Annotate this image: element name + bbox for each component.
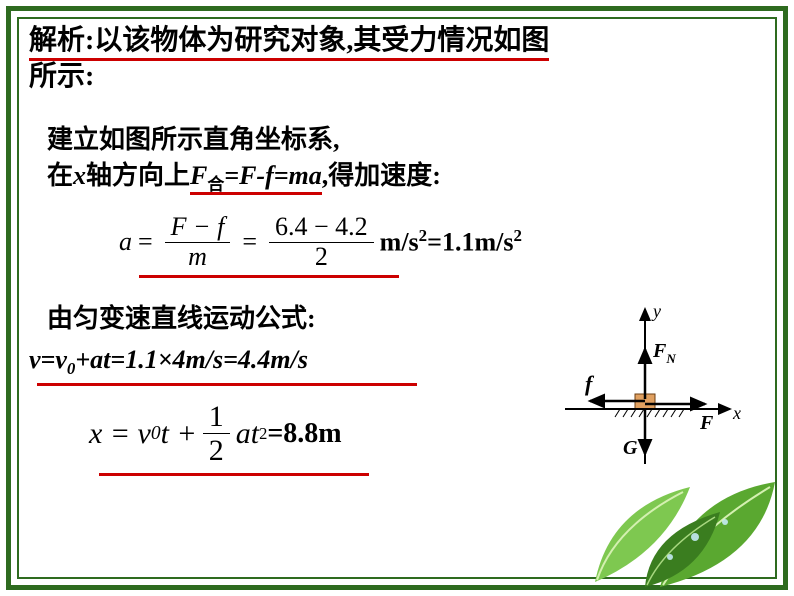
setup-text: 建立如图所示直角坐标系, 在x轴方向上F合=F-f=ma,得加速度:: [47, 122, 765, 197]
analysis-line1: 解析:以该物体为研究对象,其受力情况如图: [29, 25, 549, 61]
setup-rhs: =F-f=ma: [224, 161, 322, 190]
analysis-text: 解析:以该物体为研究对象,其受力情况如图 所示:: [29, 23, 765, 96]
setup-prefix: 在: [47, 161, 73, 190]
svg-text:F: F: [699, 412, 714, 434]
setup-line1: 建立如图所示直角坐标系,: [47, 125, 340, 154]
svg-text:x: x: [732, 403, 741, 423]
acc-frac1: F − f m: [165, 213, 231, 271]
setup-mid: 轴方向上: [86, 161, 190, 190]
svg-text:f: f: [585, 371, 595, 396]
setup-suffix: ,得加速度:: [322, 161, 441, 190]
svg-text:y: y: [651, 301, 661, 321]
svg-text:FN: FN: [652, 340, 676, 366]
analysis-line2: 所示:: [29, 61, 94, 92]
acceleration-equation: a = F − f m = 6.4 − 4.2 2 m/s2=1.1m/s2: [119, 213, 765, 271]
acc-frac2: 6.4 − 4.2 2: [269, 213, 374, 271]
acc-units: m/s2=1.1m/s2: [380, 226, 522, 258]
disp-result: =8.8m: [267, 418, 341, 450]
setup-F-sub: 合: [207, 175, 224, 194]
acc-underline: [139, 275, 399, 278]
acc-var: a: [119, 227, 132, 257]
disp-underline: [99, 473, 369, 476]
inner-frame: 解析:以该物体为研究对象,其受力情况如图 所示: 建立如图所示直角坐标系, 在x…: [17, 17, 777, 579]
leaf-decoration: [555, 437, 785, 587]
outer-frame: 解析:以该物体为研究对象,其受力情况如图 所示: 建立如图所示直角坐标系, 在x…: [6, 6, 788, 590]
disp-frac: 1 2: [203, 400, 230, 467]
velocity-underline: [37, 383, 417, 386]
slide-content: 解析:以该物体为研究对象,其受力情况如图 所示: 建立如图所示直角坐标系, 在x…: [19, 19, 775, 577]
setup-F: F: [190, 161, 207, 190]
